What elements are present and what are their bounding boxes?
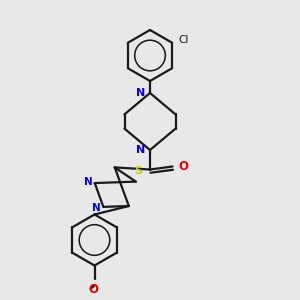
Text: N: N <box>92 203 101 213</box>
Text: O: O <box>178 160 188 173</box>
Text: N: N <box>136 88 146 98</box>
Text: N: N <box>136 145 146 155</box>
Text: S: S <box>134 166 142 176</box>
Text: N: N <box>84 176 92 187</box>
Text: O: O <box>88 283 99 296</box>
Text: Cl: Cl <box>178 35 188 45</box>
